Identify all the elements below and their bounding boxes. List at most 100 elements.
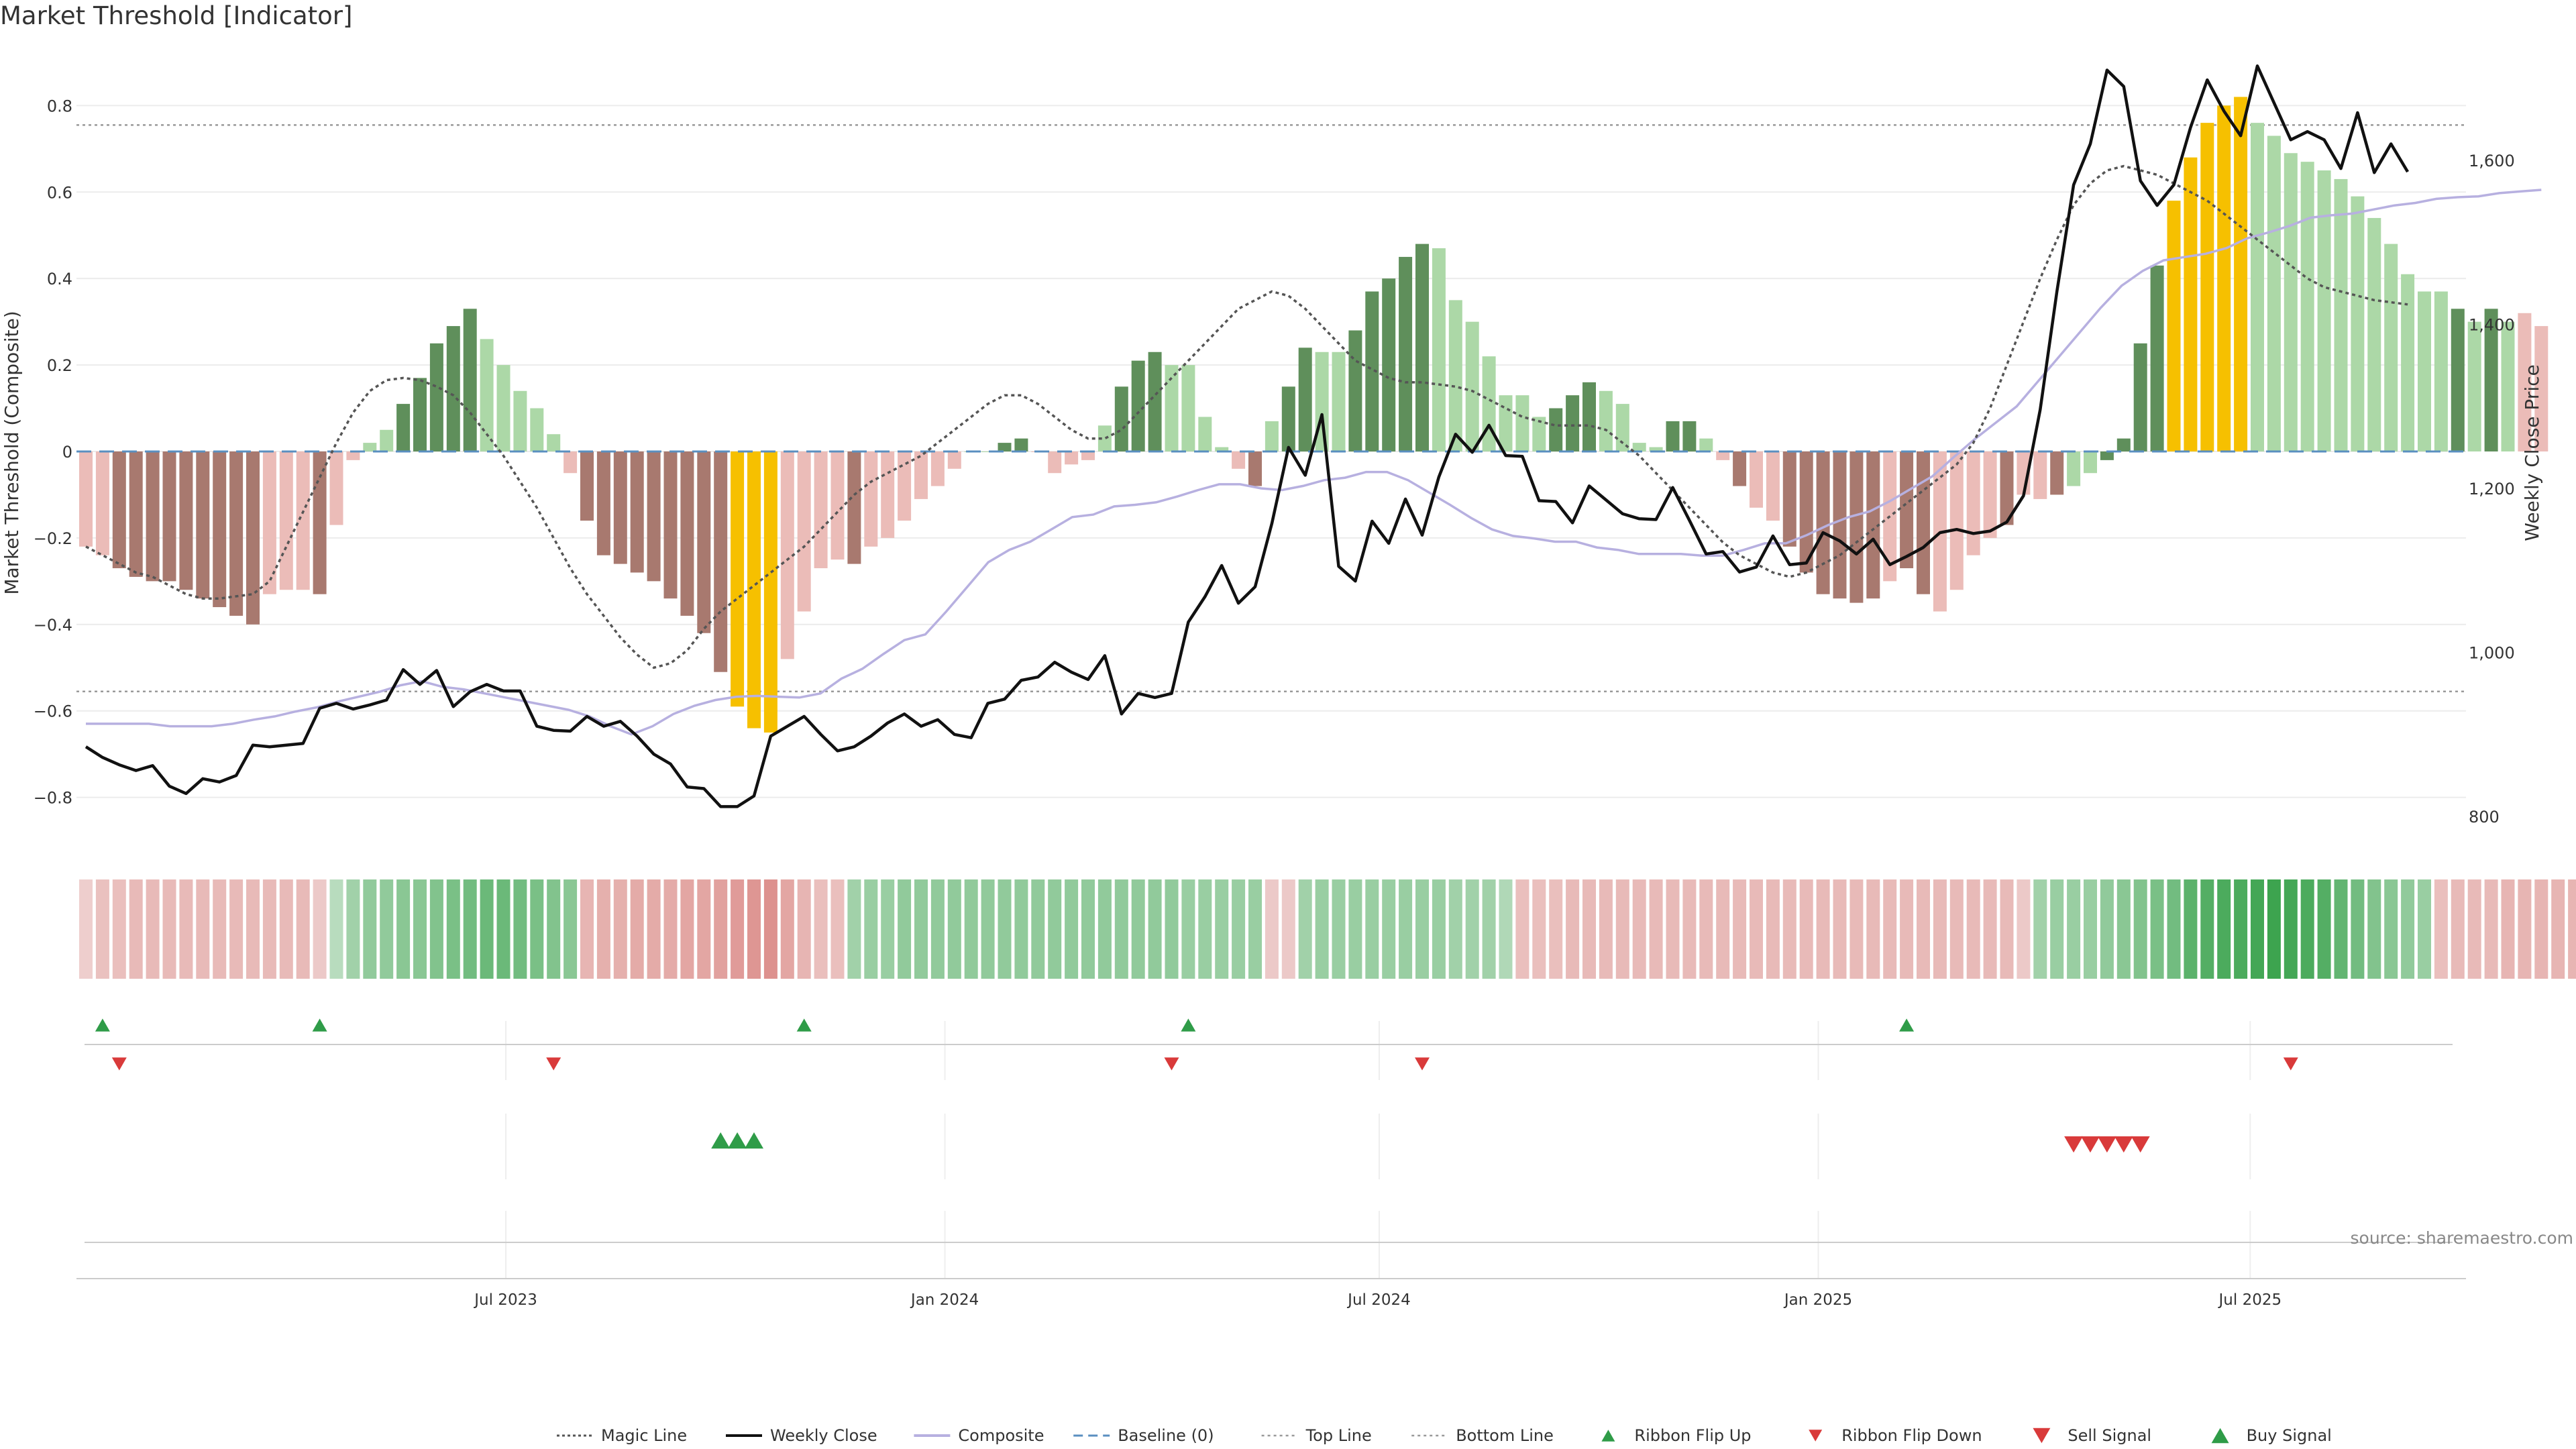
composite-bar bbox=[2167, 201, 2181, 451]
ribbon-cell bbox=[79, 879, 93, 979]
composite-bar bbox=[1298, 347, 1312, 451]
composite-bar bbox=[564, 451, 578, 474]
composite-bar bbox=[2484, 309, 2498, 451]
legend-label: Composite bbox=[958, 1426, 1044, 1445]
ribbon-cell bbox=[1849, 879, 1864, 979]
ribbon-cell bbox=[2284, 879, 2298, 979]
ribbon-cell bbox=[179, 879, 193, 979]
flip-up-marker bbox=[1181, 1018, 1196, 1032]
ribbon-cell bbox=[363, 879, 377, 979]
ribbon-cell bbox=[731, 879, 745, 979]
ribbon-cell bbox=[346, 879, 360, 979]
flip-up-marker bbox=[95, 1018, 110, 1032]
ribbon-cell bbox=[2401, 879, 2415, 979]
y-left-tick-label: −0.4 bbox=[34, 616, 72, 635]
ribbon-cell bbox=[1298, 879, 1312, 979]
ribbon-cell bbox=[930, 879, 945, 979]
legend-item-close: Weekly Close bbox=[726, 1426, 877, 1445]
weekly-close-line bbox=[85, 64, 2410, 808]
ribbon-cell bbox=[480, 879, 494, 979]
composite-bar bbox=[1465, 321, 1479, 451]
composite-bar bbox=[313, 451, 327, 594]
composite-bar bbox=[530, 408, 544, 451]
ribbon-cell bbox=[2067, 879, 2081, 979]
composite-bar bbox=[1081, 451, 1095, 460]
composite-bar bbox=[1181, 365, 1195, 451]
composite-bar bbox=[2184, 157, 2198, 451]
composite-bar bbox=[898, 451, 912, 521]
composite-bar bbox=[162, 451, 176, 582]
composite-bar bbox=[2418, 291, 2431, 451]
legend-label: Top Line bbox=[1305, 1426, 1372, 1445]
composite-bar bbox=[179, 451, 193, 590]
composite-bar bbox=[1399, 256, 1413, 451]
ribbon-cell bbox=[630, 879, 644, 979]
composite-bar bbox=[2534, 326, 2548, 451]
composite-bar bbox=[463, 309, 477, 451]
ribbon-cell bbox=[1682, 879, 1697, 979]
x-tick-label: Jan 2024 bbox=[910, 1291, 979, 1309]
flip-down-marker bbox=[1164, 1057, 1179, 1071]
composite-bar bbox=[2434, 291, 2448, 451]
ribbon-cell bbox=[1198, 879, 1212, 979]
composite-bar bbox=[1566, 395, 1580, 451]
legend-label: Baseline (0) bbox=[1118, 1426, 1214, 1445]
composite-bar bbox=[413, 378, 427, 451]
ribbon-cell bbox=[229, 879, 244, 979]
composite-bar bbox=[1632, 443, 1646, 451]
composite-bar bbox=[680, 451, 694, 616]
composite-bar bbox=[262, 451, 276, 594]
composite-bar bbox=[496, 365, 511, 451]
ribbon-cell bbox=[1599, 879, 1613, 979]
ribbon-cell bbox=[262, 879, 276, 979]
ribbon-cell bbox=[296, 879, 310, 979]
ribbon-cell bbox=[2534, 879, 2548, 979]
ribbon-cell bbox=[196, 879, 210, 979]
ribbon-cell bbox=[2267, 879, 2281, 979]
composite-bar bbox=[2116, 438, 2131, 451]
ribbon-cell bbox=[1031, 879, 1045, 979]
y-left-tick-label: −0.2 bbox=[34, 529, 72, 548]
ribbon-cell bbox=[763, 879, 777, 979]
ribbon-cell bbox=[1883, 879, 1897, 979]
composite-bar bbox=[1833, 451, 1847, 599]
flip-down-marker bbox=[546, 1057, 561, 1071]
composite-bar bbox=[279, 451, 293, 590]
composite-bar bbox=[864, 451, 878, 547]
ribbon-cell bbox=[2000, 879, 2014, 979]
composite-bar bbox=[380, 429, 394, 451]
composite-bar bbox=[2518, 313, 2532, 451]
composite-bar bbox=[363, 443, 377, 451]
composite-bar bbox=[513, 390, 527, 451]
ribbon-strip bbox=[79, 879, 2576, 979]
y-left-tick-label: −0.8 bbox=[34, 789, 72, 808]
ribbon-cell bbox=[1816, 879, 1830, 979]
ribbon-cell bbox=[1332, 879, 1346, 979]
ribbon-cell bbox=[2551, 879, 2565, 979]
composite-bar bbox=[2084, 451, 2097, 474]
ribbon-cell bbox=[1632, 879, 1646, 979]
ribbon-cell bbox=[2484, 879, 2498, 979]
composite-bar bbox=[1733, 451, 1747, 486]
composite-bar bbox=[596, 451, 610, 555]
ribbon-cell bbox=[2518, 879, 2532, 979]
ribbon-cell bbox=[1114, 879, 1128, 979]
composite-bar bbox=[981, 451, 995, 452]
ribbon-cell bbox=[2200, 879, 2214, 979]
ribbon-cell bbox=[898, 879, 912, 979]
ribbon-cell bbox=[814, 879, 828, 979]
ribbon-cell bbox=[496, 879, 511, 979]
ribbon-cell bbox=[1448, 879, 1462, 979]
ribbon-cell bbox=[680, 879, 694, 979]
ribbon-cell bbox=[2351, 879, 2365, 979]
composite-bar bbox=[1348, 330, 1362, 451]
composite-bar bbox=[229, 451, 244, 616]
composite-bar bbox=[213, 451, 227, 608]
ribbon-cell bbox=[1515, 879, 1529, 979]
y-left-tick-label: 0.2 bbox=[47, 356, 72, 375]
series-lines bbox=[76, 64, 2542, 808]
y-left-tick-label: 0 bbox=[62, 443, 72, 462]
composite-bar bbox=[1549, 408, 1563, 451]
ribbon-cell bbox=[1232, 879, 1246, 979]
ribbon-cell bbox=[1699, 879, 1713, 979]
